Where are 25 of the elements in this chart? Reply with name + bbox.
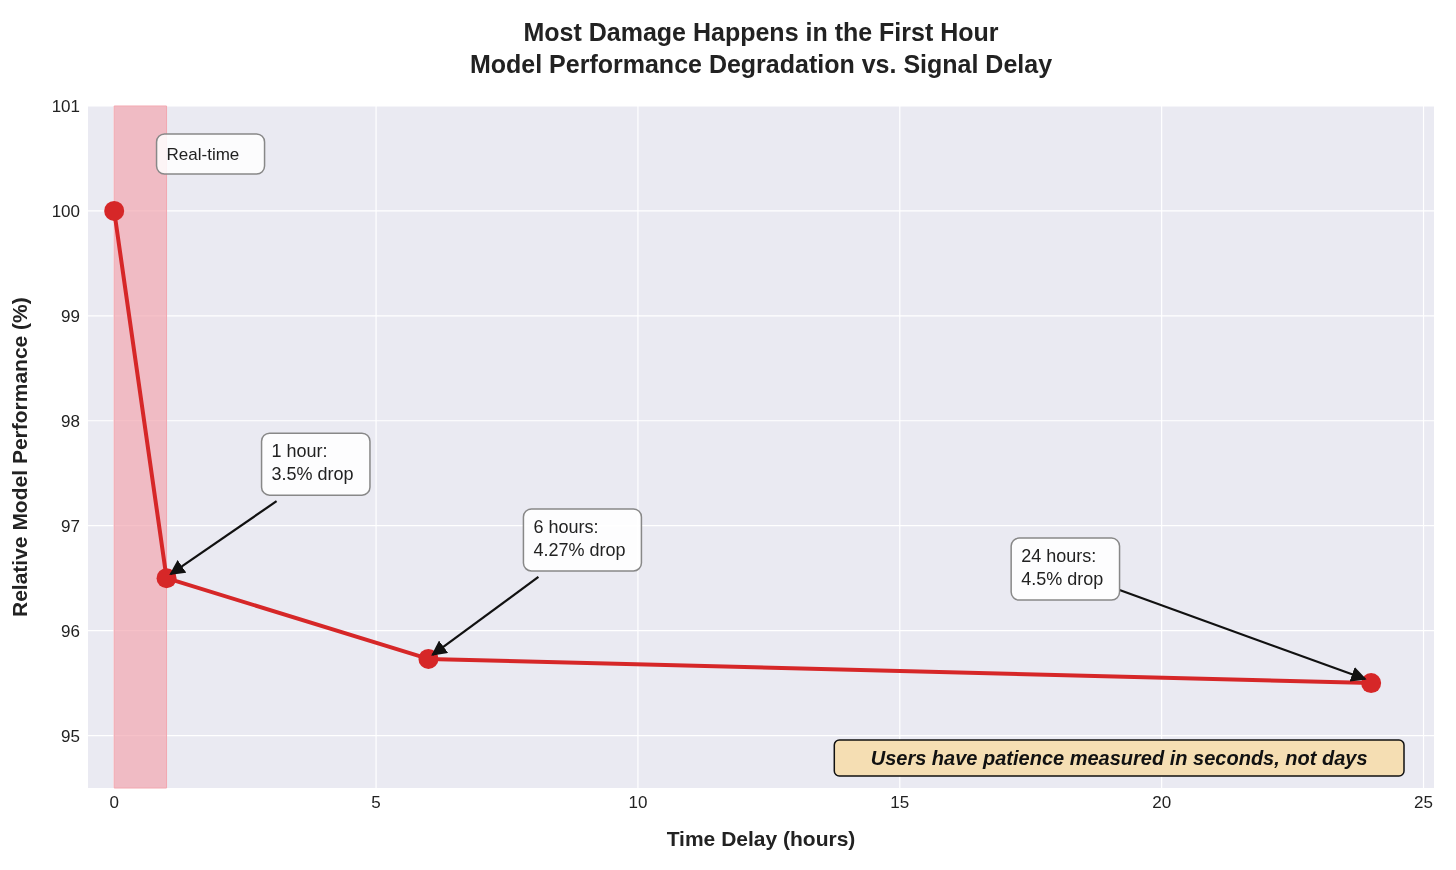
point: [418, 648, 439, 669]
y-tick-label: 98: [61, 411, 80, 431]
annotation: Users have patience measured in seconds, not days: [870, 747, 1368, 769]
y-tick-label: 97: [61, 516, 80, 536]
y-tick-label: 100: [51, 201, 80, 221]
point: [104, 200, 125, 221]
x-tick-label: 5: [371, 793, 381, 813]
y-tick-label: 101: [51, 97, 80, 117]
x-tick-label: 20: [1152, 793, 1172, 813]
y-axis-title: Relative Model Performance (%): [8, 297, 32, 617]
y-tick-label: 99: [61, 306, 80, 326]
x-tick-label: 10: [628, 793, 648, 813]
point: [156, 568, 177, 589]
x-axis-title: Time Delay (hours): [666, 827, 856, 850]
annotation: 1 hour: 3.5% drop: [271, 441, 354, 485]
annotation: 6 hours: 4.27% drop: [533, 516, 626, 560]
band-label: Real-time: [166, 145, 240, 164]
y-tick-label: 95: [61, 726, 80, 746]
x-tick-label: 0: [109, 793, 119, 813]
chart-title: Most Damage Happens in the First Hour Model Performance Degradation vs. Signal Delay: [468, 17, 1054, 80]
x-tick-label: 15: [890, 793, 910, 813]
annotation: 24 hours: 4.5% drop: [1021, 546, 1104, 590]
y-tick-label: 96: [61, 621, 80, 641]
x-tick-label: 25: [1414, 793, 1433, 813]
point: [1361, 673, 1382, 694]
